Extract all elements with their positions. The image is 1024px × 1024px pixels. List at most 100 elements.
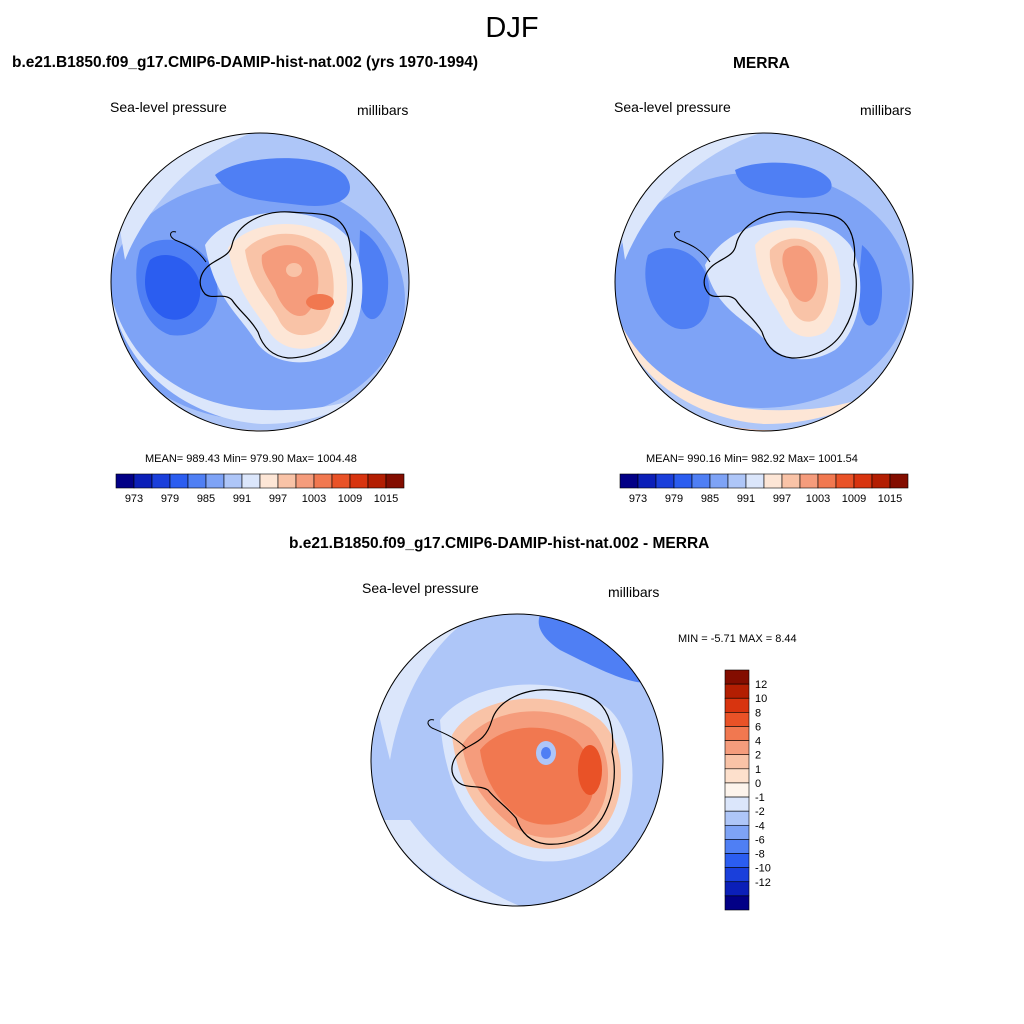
panel3-colorbar-swatch: [724, 839, 750, 854]
panel1-colorbar-tick-label: 1015: [374, 493, 398, 505]
panel3-stats: MIN = -5.71 MAX = 8.44: [678, 633, 797, 645]
panel2-stats: MEAN= 990.16 Min= 982.92 Max= 1001.54: [646, 453, 858, 465]
panel1-colorbar-swatch: [133, 473, 153, 489]
panel2-colorbar-swatch: [835, 473, 855, 489]
panel3-colorbar-swatch: [724, 853, 750, 868]
panel3-colorbar-tick-label: 12: [755, 679, 767, 691]
panel3-colorbar-swatch: [724, 867, 750, 883]
panel2-east-low: [858, 245, 883, 326]
panel3-units-label: millibars: [608, 584, 660, 600]
panel2-title: MERRA: [733, 55, 790, 72]
panel2-colorbar-swatch: [781, 473, 801, 489]
panel2-colorbar-swatch: [709, 473, 729, 489]
panel1-colorbar-swatch: [385, 473, 405, 489]
panel3-colorbar-tick-label: 4: [755, 736, 761, 748]
panel3-colorbar-tick-label: -4: [755, 820, 765, 832]
panel1-units-label: millibars: [357, 102, 409, 118]
panel3-colorbar-tick-label: -6: [755, 834, 765, 846]
panel1-ice-dip: [286, 263, 302, 277]
panel1-left-label: Sea-level pressure: [110, 99, 227, 115]
panel1-colorbar-swatch: [169, 473, 189, 489]
panel3-colorbar-tick-label: -8: [755, 849, 765, 861]
panel1-ice-orange: [261, 245, 319, 316]
panel2-colorbar-swatch: [691, 473, 711, 489]
panel2-colorbar-tick-label: 997: [773, 493, 791, 505]
panel3-colorbar-tick-label: 6: [755, 721, 761, 733]
panel2-map: [615, 133, 913, 431]
panel1-title: b.e21.B1850.f09_g17.CMIP6-DAMIP-hist-nat…: [12, 54, 479, 71]
panel2-colorbar-swatch: [871, 473, 891, 489]
panel2-south-pale: [615, 300, 913, 424]
panel3-left-label: Sea-level pressure: [362, 580, 479, 596]
panel2-peninsula: [674, 231, 711, 263]
panel3-map: [371, 614, 663, 906]
panel2-units-label: millibars: [860, 102, 912, 118]
panel2-colorbar-swatch: [817, 473, 837, 489]
panel3-colorbar-swatch: [724, 697, 750, 713]
panel3-colorbar-tick-label: -1: [755, 792, 765, 804]
panel3-colorbar-swatch: [724, 881, 750, 897]
figure-title: DJF: [485, 12, 539, 44]
panel1-map-border: [110, 132, 410, 432]
panel1-colorbar-tick-label: 973: [125, 493, 143, 505]
panel3-map-border: [370, 613, 664, 907]
panel1-colorbar-swatch: [151, 473, 171, 489]
panel1-colorbar-swatch: [313, 473, 333, 489]
panel2-colorbar-swatch: [889, 473, 909, 489]
panel2-ice-orange: [782, 245, 818, 302]
panel3-colorbar-tick-label: 10: [755, 693, 767, 705]
panel3-colorbar-tick-label: 8: [755, 707, 761, 719]
panel3-ne-low: [538, 615, 655, 683]
panel2-colorbar-tick-label: 991: [737, 493, 755, 505]
panel1-colorbar-swatch: [205, 473, 225, 489]
panel2-colorbar-tick-label: 1009: [842, 493, 866, 505]
panel3-colorbar-swatch: [724, 712, 750, 727]
panel2-colorbar-tick-label: 1015: [878, 493, 902, 505]
panel2-colorbar-swatch: [853, 473, 873, 489]
panel3-ice-neg-core: [541, 747, 551, 759]
panel3-colorbar-tick-label: 2: [755, 750, 761, 762]
panel2-colorbar-tick-label: 973: [629, 493, 647, 505]
panel1-stats: MEAN= 989.43 Min= 979.90 Max= 1004.48: [145, 453, 357, 465]
panel3-peninsula: [427, 719, 467, 749]
panel1-colorbar-swatch: [277, 473, 297, 489]
panel3-colorbar-tick-label: -12: [755, 877, 771, 889]
panel1-colorbar-swatch: [295, 473, 315, 489]
panel2-colorbar-tick-label: 1003: [806, 493, 830, 505]
panel1-north-low: [215, 158, 350, 206]
panel3-colorbar-swatch: [724, 669, 750, 685]
panel2-north-low: [735, 162, 832, 198]
panel2-colorbar-swatch: [763, 473, 783, 489]
panel1-colorbar-swatch: [367, 473, 387, 489]
panel3-ice-red: [480, 727, 594, 825]
panel3-colorbar-swatch: [724, 810, 750, 826]
panel1-east-low: [358, 230, 389, 320]
panel2-colorbar: 973 979 985 991 997 1003 1009 1015: [619, 473, 909, 505]
panel1-colorbar-tick-label: 979: [161, 493, 179, 505]
panel3-colorbar-tick-label: 0: [755, 778, 761, 790]
panel2-colorbar-swatch: [637, 473, 657, 489]
panel3-colorbar-swatch: [724, 895, 750, 911]
panel1-ice-high: [306, 294, 334, 310]
panel3-colorbar-swatch: [724, 740, 750, 756]
panel3-ice-max: [578, 745, 602, 795]
panel1-colorbar-swatch: [115, 473, 135, 489]
panel1-colorbar-tick-label: 1009: [338, 493, 362, 505]
panel1-colorbar-swatch: [241, 473, 261, 489]
panel2-colorbar-swatch: [727, 473, 747, 489]
panel3-colorbar-swatch: [724, 754, 750, 770]
panel1-colorbar-swatch: [259, 473, 279, 489]
panel1-peninsula: [170, 231, 207, 263]
panel1-colorbar-tick-label: 1003: [302, 493, 326, 505]
panel3-colorbar-tick-label: -2: [755, 806, 765, 818]
panel3-colorbar-swatch: [724, 782, 750, 798]
panel2-coastline: [703, 211, 857, 359]
panel1-colorbar-swatch: [223, 473, 243, 489]
panel2-colorbar-swatch: [673, 473, 693, 489]
panel2-colorbar-swatch: [619, 473, 639, 489]
panel3-colorbar-swatch: [724, 796, 750, 812]
panel1-map: [111, 133, 409, 431]
panel2-colorbar-swatch: [655, 473, 675, 489]
panel1-colorbar-tick-label: 997: [269, 493, 287, 505]
